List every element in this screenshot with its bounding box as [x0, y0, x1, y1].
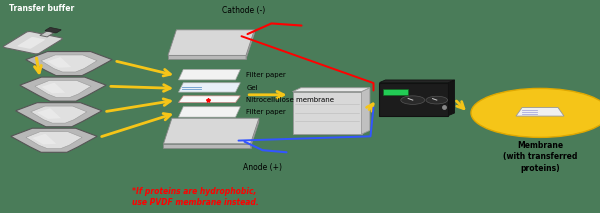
Polygon shape [179, 69, 240, 80]
Polygon shape [31, 106, 87, 123]
Polygon shape [41, 55, 97, 72]
FancyBboxPatch shape [3, 32, 62, 54]
Polygon shape [246, 30, 254, 59]
Polygon shape [32, 134, 56, 144]
Polygon shape [293, 92, 361, 134]
Polygon shape [163, 118, 259, 144]
FancyBboxPatch shape [45, 27, 61, 33]
Polygon shape [379, 80, 455, 82]
Text: Filter paper: Filter paper [246, 109, 286, 115]
Polygon shape [179, 96, 240, 102]
Polygon shape [26, 132, 82, 149]
FancyBboxPatch shape [17, 37, 45, 49]
Text: Anode (+): Anode (+) [243, 163, 282, 172]
Polygon shape [20, 77, 106, 101]
Polygon shape [168, 30, 254, 55]
Polygon shape [179, 107, 240, 117]
FancyBboxPatch shape [40, 30, 56, 37]
Polygon shape [26, 52, 112, 76]
Text: Gel: Gel [246, 85, 258, 91]
Text: Nitrocellulose membrane: Nitrocellulose membrane [246, 97, 334, 103]
Polygon shape [179, 83, 240, 92]
Polygon shape [37, 108, 61, 119]
Polygon shape [379, 82, 448, 115]
Polygon shape [516, 108, 564, 116]
Polygon shape [47, 57, 71, 68]
Polygon shape [41, 83, 65, 93]
Text: *If proteins are hydrophobic,
use PVDF membrane instead.: *If proteins are hydrophobic, use PVDF m… [132, 187, 259, 207]
Polygon shape [16, 103, 102, 127]
Polygon shape [293, 88, 370, 92]
Polygon shape [168, 55, 246, 59]
Polygon shape [361, 88, 370, 134]
Circle shape [401, 96, 425, 104]
Polygon shape [448, 80, 455, 115]
Text: Membrane
(with transferred
proteins): Membrane (with transferred proteins) [503, 141, 577, 173]
Polygon shape [251, 118, 259, 148]
Circle shape [426, 96, 448, 104]
Text: Filter paper: Filter paper [246, 72, 286, 78]
Polygon shape [163, 144, 251, 148]
Polygon shape [35, 81, 91, 98]
Text: Cathode (-): Cathode (-) [222, 6, 265, 15]
Circle shape [471, 88, 600, 137]
Text: Transfer buffer: Transfer buffer [9, 4, 74, 13]
Bar [383, 89, 409, 95]
Polygon shape [11, 128, 97, 152]
